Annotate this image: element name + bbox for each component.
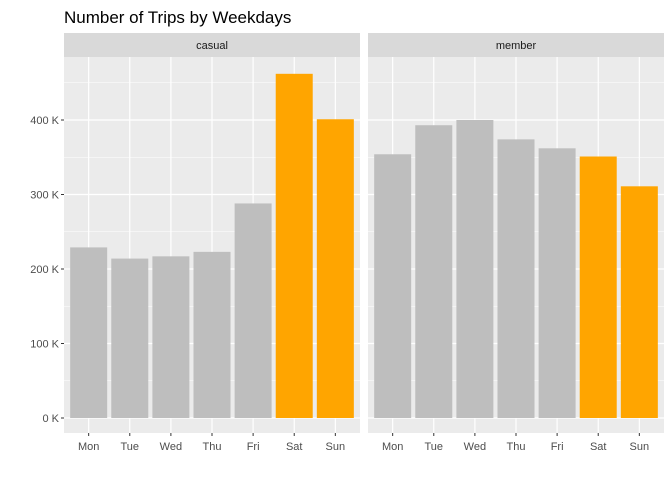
x-tick-label: Thu (203, 441, 222, 453)
bar-member-fri (538, 148, 576, 418)
bar-member-sat (579, 156, 617, 418)
chart-title: Number of Trips by Weekdays (64, 8, 291, 27)
bar-casual-wed (152, 256, 190, 418)
x-tick-label: Sun (326, 441, 346, 453)
x-tick-label: Sat (590, 441, 607, 453)
y-tick-label: 200 K (30, 264, 59, 276)
y-axis: 0 K 100 K 200 K 300 K 400 K (30, 115, 64, 425)
x-tick-label: Tue (121, 441, 140, 453)
y-tick-label: 0 K (42, 413, 59, 425)
y-tick-label: 100 K (30, 339, 59, 351)
bar-casual-sun (316, 119, 354, 418)
x-tick-label: Wed (160, 441, 182, 453)
bar-casual-thu (193, 251, 231, 418)
bar-member-wed (456, 120, 494, 418)
x-tick-label: Sun (630, 441, 650, 453)
x-tick-label: Tue (425, 441, 444, 453)
y-tick-label: 300 K (30, 190, 59, 202)
bar-member-tue (415, 125, 453, 418)
x-tick-label: Sat (286, 441, 303, 453)
facet-strip (64, 33, 360, 57)
bar-member-sun (620, 186, 658, 418)
x-tick-label: Mon (382, 441, 403, 453)
bar-casual-sat (275, 73, 313, 418)
bar-casual-mon (70, 247, 108, 418)
bar-member-thu (497, 139, 535, 418)
bar-member-mon (374, 154, 412, 418)
bar-casual-fri (234, 203, 272, 418)
x-tick-label: Wed (464, 441, 486, 453)
x-tick-label: Mon (78, 441, 99, 453)
facet-strip (368, 33, 664, 57)
x-tick-label: Fri (247, 441, 260, 453)
facet-panel-member: member Mon Tue Wed Thu Fri Sat Sun (368, 33, 664, 453)
facet-strip-label: member (496, 40, 537, 52)
facet-panel-casual: casual Mon Tue Wed Thu Fri Sat Sun (64, 33, 360, 453)
facet-panels: casual Mon Tue Wed Thu Fri Sat Sun member Mon Tue W… (64, 33, 664, 453)
x-tick-label: Thu (507, 441, 526, 453)
facet-strip-label: casual (196, 40, 228, 52)
x-tick-label: Fri (551, 441, 564, 453)
bar-casual-tue (111, 258, 149, 418)
y-tick-label: 400 K (30, 115, 59, 127)
